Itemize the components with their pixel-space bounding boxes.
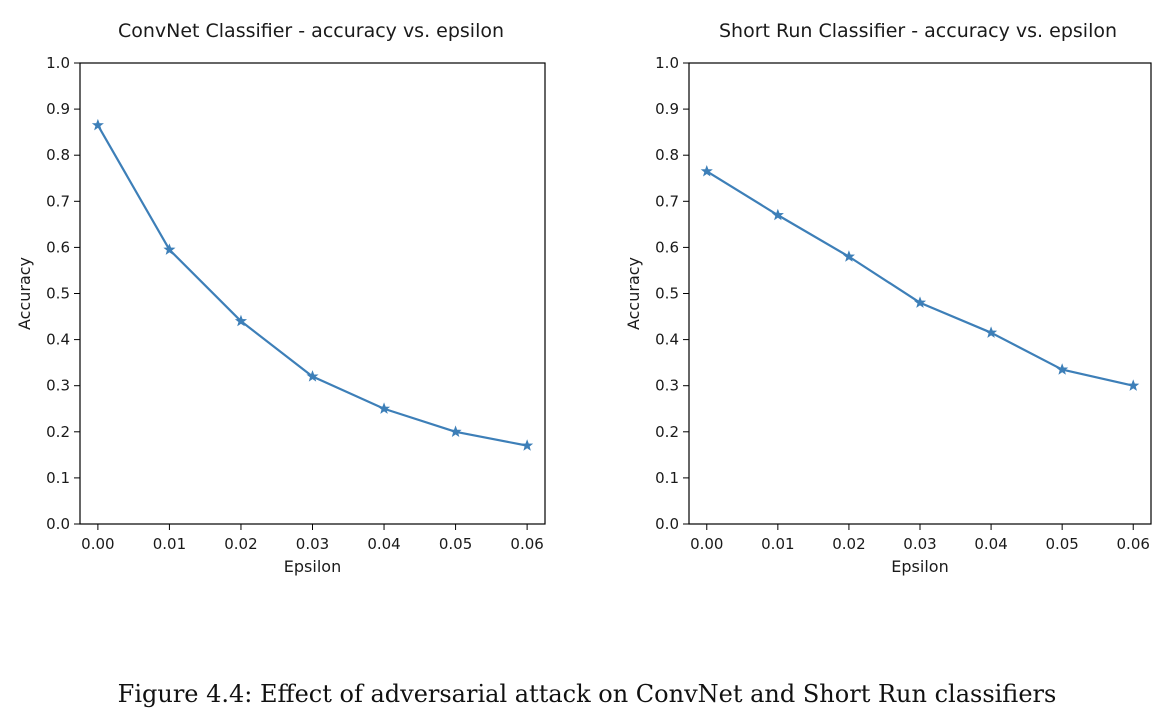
y-tick-label: 0.5: [655, 285, 679, 303]
x-tick-label: 0.06: [510, 535, 543, 553]
data-point: [91, 118, 104, 131]
y-tick-label: 1.0: [46, 54, 70, 72]
x-tick-label: 0.04: [974, 535, 1007, 553]
series-line: [705, 170, 1135, 387]
y-tick-label: 0.9: [46, 100, 70, 118]
y-axis-label: Accuracy: [15, 257, 34, 330]
y-tick-label: 0.2: [655, 423, 679, 441]
data-point: [234, 314, 248, 327]
data-point: [306, 370, 319, 382]
y-tick-label: 0.0: [655, 515, 679, 533]
y-tick-label: 0.1: [46, 469, 70, 487]
data-point: [842, 250, 855, 262]
y-tick-label: 0.2: [46, 423, 70, 441]
data-point: [377, 402, 391, 414]
x-tick-label: 0.02: [832, 535, 865, 553]
y-tick-label: 0.4: [655, 331, 679, 349]
data-point: [1056, 363, 1069, 375]
chart-convnet: ConvNet Classifier - accuracy vs. epsilo…: [15, 20, 546, 576]
data-point: [700, 164, 713, 177]
x-tick-label: 0.02: [224, 535, 257, 553]
y-tick-label: 0.9: [655, 100, 679, 118]
data-point: [771, 208, 784, 221]
data-point: [913, 296, 927, 308]
chart-title: Short Run Classifier - accuracy vs. epsi…: [719, 20, 1117, 42]
data-point: [449, 425, 462, 437]
y-tick-label: 0.5: [46, 285, 70, 303]
y-axis-label: Accuracy: [624, 257, 643, 330]
x-tick-label: 0.01: [153, 535, 186, 553]
y-tick-label: 0.4: [46, 331, 70, 349]
y-tick-label: 0.7: [46, 192, 70, 210]
series-line: [96, 124, 529, 447]
data-point: [985, 326, 998, 338]
y-tick-label: 0.3: [46, 377, 70, 395]
y-tick-label: 0.0: [46, 515, 70, 533]
x-tick-label: 0.03: [903, 535, 936, 553]
x-axis-label: Epsilon: [891, 557, 948, 576]
y-tick-label: 0.8: [655, 146, 679, 164]
plot-frame: [79, 62, 546, 525]
x-tick-label: 0.03: [296, 535, 329, 553]
y-tick-label: 0.6: [655, 238, 679, 256]
plot-frame: [688, 62, 1152, 525]
y-tick-label: 0.6: [46, 238, 70, 256]
chart-title: ConvNet Classifier - accuracy vs. epsilo…: [118, 20, 504, 42]
x-tick-label: 0.06: [1117, 535, 1150, 553]
x-tick-label: 0.00: [81, 535, 114, 553]
y-tick-label: 0.7: [655, 192, 679, 210]
x-tick-label: 0.00: [690, 535, 723, 553]
data-point: [163, 243, 176, 255]
y-tick-label: 0.8: [46, 146, 70, 164]
data-point: [1127, 379, 1140, 391]
data-point: [521, 439, 534, 451]
y-tick-label: 0.3: [655, 377, 679, 395]
x-tick-label: 0.04: [367, 535, 400, 553]
y-tick-label: 1.0: [655, 54, 679, 72]
figure-caption: Figure 4.4: Effect of adversarial attack…: [117, 680, 1057, 708]
x-tick-label: 0.05: [439, 535, 472, 553]
x-tick-label: 0.05: [1045, 535, 1078, 553]
y-tick-label: 0.1: [655, 469, 679, 487]
chart-short-run: Short Run Classifier - accuracy vs. epsi…: [624, 20, 1152, 576]
chart-canvas: ConvNet Classifier - accuracy vs. epsilo…: [15, 20, 1152, 576]
x-axis-label: Epsilon: [284, 557, 341, 576]
x-tick-label: 0.01: [761, 535, 794, 553]
